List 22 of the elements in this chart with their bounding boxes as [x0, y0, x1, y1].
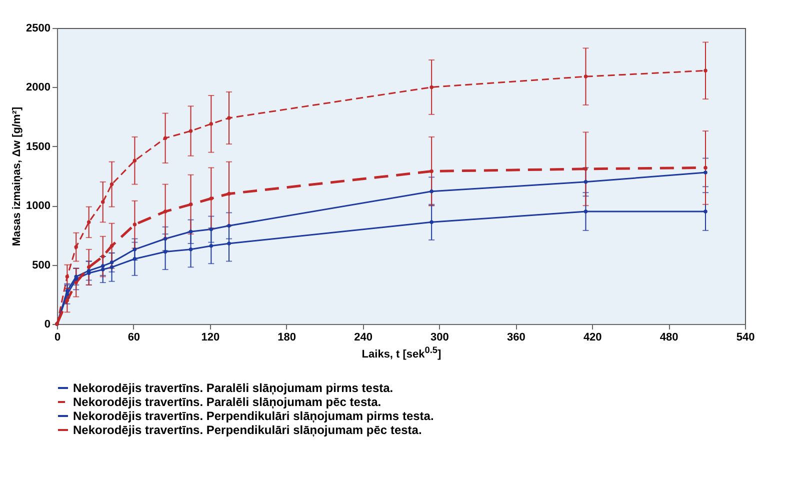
y-tick-label: 0: [44, 318, 50, 330]
y-tick-label: 1000: [26, 200, 50, 212]
y-tick-label: 500: [32, 259, 50, 272]
x-tick-label: 360: [506, 332, 526, 344]
x-tick-label: 480: [660, 332, 678, 344]
legend-label: Nekorodējis travertīns. Paralēli slāņojumam pirms testa.: [73, 381, 394, 395]
legend-label: Nekorodējis travertīns. Paralēli slāņojumam pēc testa.: [73, 395, 382, 409]
legend-label: Nekorodējis travertīns. Perpendikulāri slāņojumam pēc testa.: [73, 423, 422, 437]
x-tick-label: 240: [354, 332, 372, 344]
x-axis-title: Laiks, t [sek$^{0.5}$]: [362, 344, 442, 360]
x-tick-label: 420: [583, 332, 602, 344]
x-tick-label: 0: [54, 332, 61, 344]
y-tick-label: 2500: [26, 22, 50, 34]
x-tick-label: 180: [278, 332, 296, 344]
y-axis-title: Masas izmaiņas, Δw [g/m²]: [11, 106, 24, 246]
legend-label: Nekorodējis travertīns. Perpendikulāri slāņojumam pirms testa.: [73, 409, 434, 423]
x-tick-label: 120: [201, 332, 220, 344]
y-tick-label: 1500: [26, 140, 50, 153]
y-tick-label: 2000: [26, 82, 50, 94]
x-tick-label: 300: [430, 332, 449, 344]
x-tick-label: 60: [128, 332, 140, 344]
x-tick-label: 540: [736, 332, 755, 344]
